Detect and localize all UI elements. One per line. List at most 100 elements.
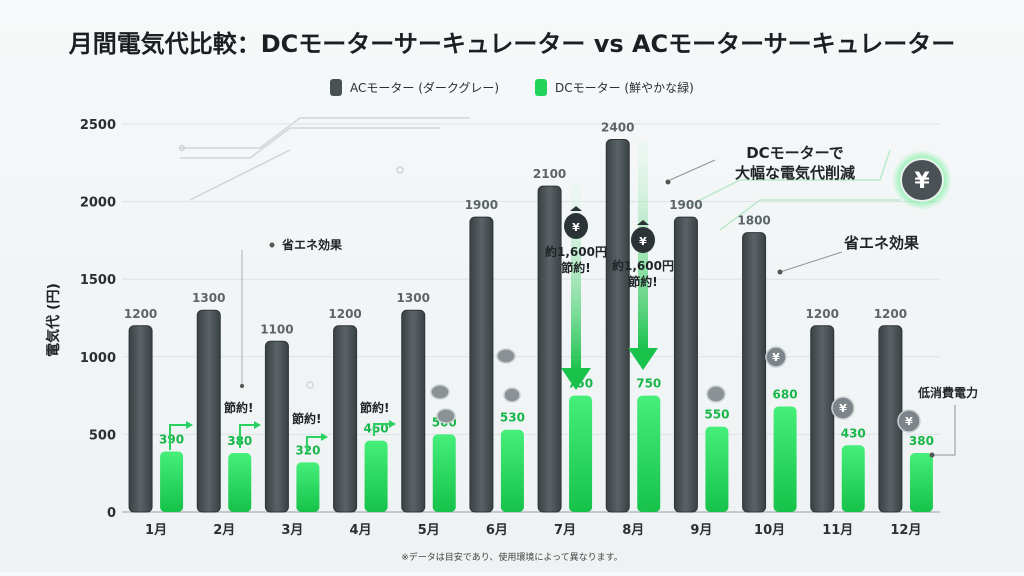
bar-ac-11 bbox=[810, 325, 835, 513]
callout-line-eco-big bbox=[779, 251, 843, 273]
bars bbox=[128, 139, 933, 513]
money-bag-icon: ¥ bbox=[564, 206, 588, 239]
data-label-dc: 380 bbox=[909, 434, 934, 448]
mini-arrow-head-apr bbox=[389, 420, 396, 428]
bar-dc-3 bbox=[296, 462, 320, 512]
bar-ac-2 bbox=[196, 309, 221, 513]
data-label-ac: 1300 bbox=[397, 291, 430, 305]
data-label-ac: 1900 bbox=[669, 198, 702, 212]
x-tick-label: 11月 bbox=[822, 523, 853, 538]
big-arrow-jul-shaft bbox=[571, 185, 581, 370]
data-label-ac: 1300 bbox=[192, 291, 225, 305]
coin-icon bbox=[430, 384, 450, 400]
bar-ac-1 bbox=[128, 325, 153, 513]
grid bbox=[122, 123, 940, 435]
callout-dot-eco-big bbox=[777, 269, 783, 275]
annotations: 省エネ効果 節約! 節約! 節約! ¥ ¥ 約1,600円 bbox=[169, 140, 978, 458]
decorative-lines bbox=[178, 117, 900, 389]
data-label-ac: 2100 bbox=[533, 167, 566, 181]
y-tick-label: 1000 bbox=[80, 351, 116, 366]
data-label-dc: 550 bbox=[704, 408, 729, 422]
callout-dc-2: 大幅な電気代削減 bbox=[735, 164, 855, 182]
big-arrow-jul-head bbox=[561, 368, 591, 390]
bar-dc-10 bbox=[773, 406, 797, 512]
coin-decorations bbox=[430, 348, 726, 424]
y-tick-label: 2500 bbox=[80, 118, 116, 133]
data-label-ac: 1200 bbox=[124, 307, 157, 321]
mini-arrow-head-jan bbox=[186, 421, 193, 429]
legend-label-dc: DCモーター (鮮やかな緑) bbox=[555, 80, 694, 95]
bar-ac-6 bbox=[469, 216, 494, 513]
savings-label-apr: 節約! bbox=[360, 400, 389, 415]
bar-ac-4 bbox=[333, 325, 358, 513]
bar-dc-4 bbox=[364, 440, 388, 512]
bar-ac-3 bbox=[264, 340, 289, 513]
coin-icon bbox=[706, 385, 726, 403]
data-label-dc: 530 bbox=[500, 411, 525, 425]
x-tick-label: 6月 bbox=[486, 523, 508, 538]
savings-label-mar: 節約! bbox=[292, 411, 321, 426]
bar-ac-8 bbox=[605, 139, 630, 513]
mini-arrow-feb bbox=[239, 424, 258, 448]
svg-text:¥: ¥ bbox=[839, 402, 847, 415]
data-label-ac: 2400 bbox=[601, 121, 634, 135]
callout-dot-eco-small-end bbox=[240, 384, 244, 388]
data-label-dc: 390 bbox=[159, 432, 184, 446]
legend-swatch-dc bbox=[535, 79, 547, 96]
bar-dc-12 bbox=[909, 453, 933, 512]
data-label-ac: 1900 bbox=[465, 198, 498, 212]
mini-arrow-jan bbox=[169, 424, 190, 450]
legend-swatch-ac bbox=[330, 79, 342, 96]
x-tick-label: 5月 bbox=[418, 523, 440, 538]
data-label-ac: 1200 bbox=[806, 307, 839, 321]
mini-arrow-head-mar bbox=[321, 433, 328, 441]
callout-eco-big: 省エネ効果 bbox=[843, 234, 920, 252]
coin-icon bbox=[436, 408, 456, 424]
yen-coin-small: ¥ bbox=[765, 346, 787, 368]
y-tick-label: 500 bbox=[89, 428, 116, 443]
callout-low-power: 低消費電力 bbox=[917, 385, 978, 400]
svg-text:¥: ¥ bbox=[772, 351, 780, 364]
x-tick-label: 12月 bbox=[890, 523, 921, 538]
x-tick-label: 8月 bbox=[622, 523, 644, 538]
yen-coin-small: ¥ bbox=[897, 409, 921, 433]
callout-line-dc bbox=[669, 159, 716, 181]
yen-coin-icon bbox=[900, 158, 944, 202]
bar-dc-6 bbox=[500, 429, 524, 512]
callout-dc-1: DCモーターで bbox=[746, 144, 844, 162]
callout-dot-eco-small bbox=[269, 242, 275, 248]
chart-title: 月間電気代比較：DCモーターサーキュレーター vs ACモーターサーキュレーター bbox=[68, 30, 955, 58]
coin-icon bbox=[496, 348, 516, 364]
callout-line-low-power bbox=[933, 405, 956, 456]
x-tick-label: 7月 bbox=[554, 523, 576, 538]
savings-1600-jul: 約1,600円 bbox=[545, 244, 607, 259]
x-tick-label: 1月 bbox=[145, 523, 167, 538]
bar-ac-5 bbox=[401, 309, 426, 513]
mini-arrow-head-feb bbox=[254, 421, 261, 429]
x-ticks: 1月 2月 3月 4月 5月 6月 7月 8月 9月 10月 11月 12月 bbox=[145, 523, 921, 538]
y-tick-label: 1500 bbox=[80, 273, 116, 288]
footnote: ※データは目安であり、使用環境によって異なります。 bbox=[401, 551, 622, 563]
savings-1600-aug: 約1,600円 bbox=[612, 258, 674, 273]
savings-1600-jul-b: 節約! bbox=[561, 260, 590, 275]
x-tick-label: 9月 bbox=[690, 523, 712, 538]
y-tick-label: 0 bbox=[107, 506, 116, 521]
data-label-dc: 430 bbox=[841, 426, 866, 440]
legend-label-ac: ACモーター (ダークグレー) bbox=[350, 80, 499, 95]
savings-label-feb: 節約! bbox=[224, 400, 253, 415]
x-tick-label: 2月 bbox=[213, 523, 235, 538]
mini-arrow-mar bbox=[306, 436, 325, 452]
bar-ac-9 bbox=[673, 216, 698, 513]
bar-dc-8 bbox=[637, 395, 661, 512]
data-label-ac: 1200 bbox=[328, 307, 361, 321]
svg-text:¥: ¥ bbox=[905, 415, 913, 428]
data-label-dc: 460 bbox=[364, 422, 389, 436]
bar-dc-11 bbox=[841, 445, 865, 512]
coin-icon bbox=[503, 387, 521, 403]
bar-ac-7 bbox=[537, 185, 562, 513]
big-arrow-aug-head bbox=[628, 348, 658, 370]
data-label-ac: 1100 bbox=[260, 322, 293, 336]
bar-dc-2 bbox=[228, 453, 252, 512]
data-label-ac: 1200 bbox=[874, 307, 907, 321]
